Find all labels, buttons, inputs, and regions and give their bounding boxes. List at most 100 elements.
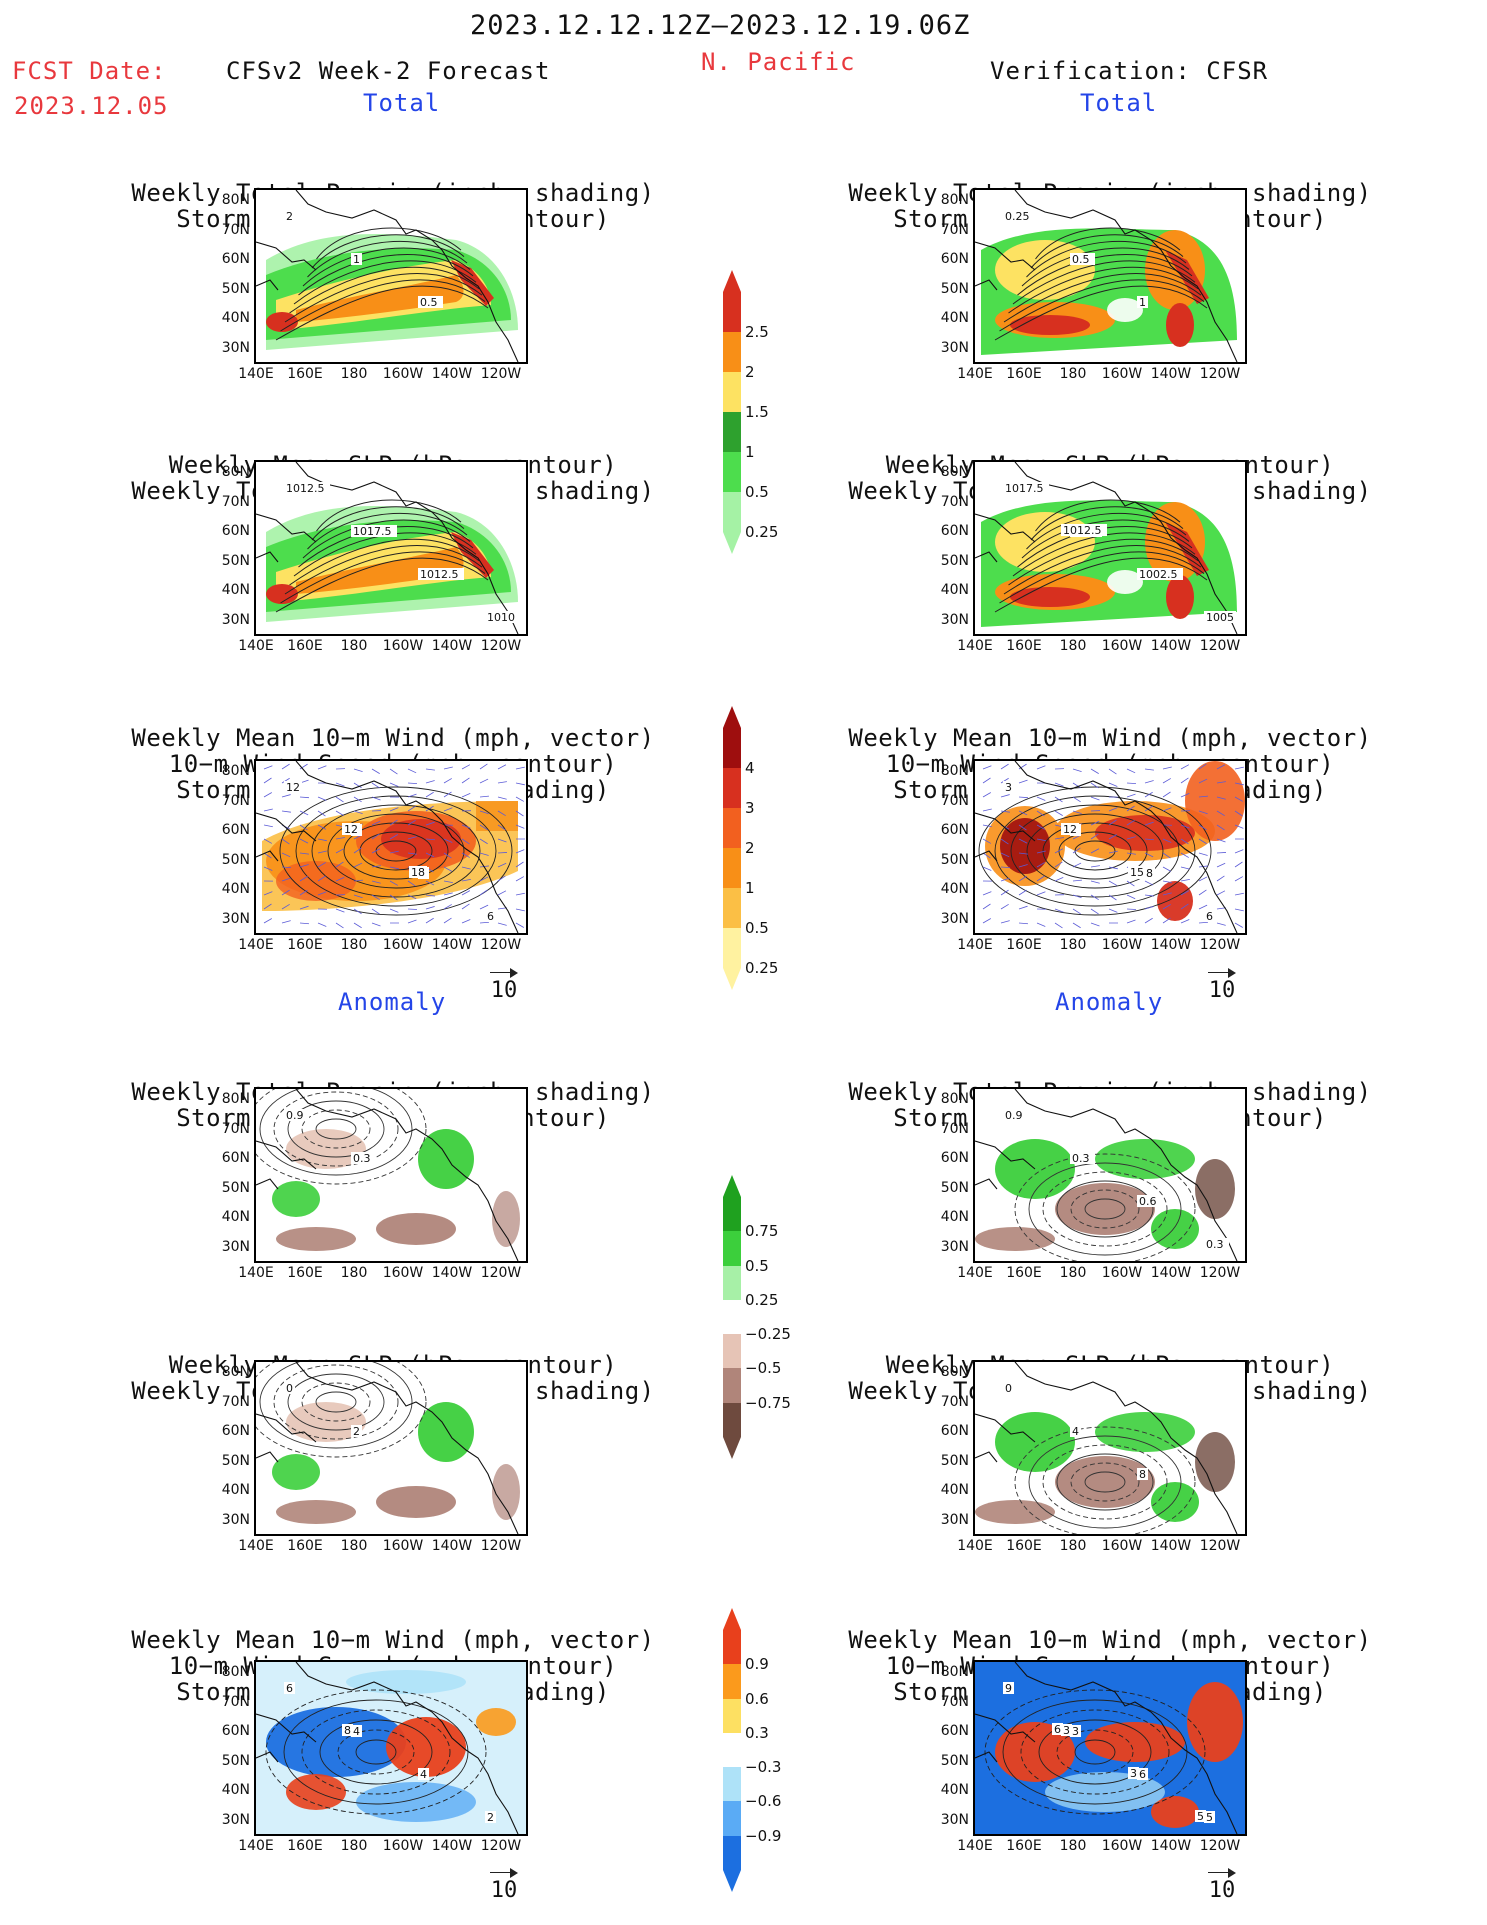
wind-vector xyxy=(389,850,399,854)
wind-vector xyxy=(1126,782,1137,785)
anomaly-contour xyxy=(1014,1153,1196,1261)
wind-vector xyxy=(1108,908,1118,913)
anomaly-contour xyxy=(319,1719,433,1785)
wind-vector xyxy=(515,861,524,868)
contour-label: 8 xyxy=(1137,1468,1148,1481)
lat-label: 70N xyxy=(221,1120,250,1137)
contour-label: 0 xyxy=(284,1382,295,1395)
wind-vector xyxy=(1180,777,1189,784)
wind-vector xyxy=(1234,876,1244,882)
anom-precip-brown xyxy=(376,1213,456,1245)
wind-vector xyxy=(1162,866,1172,872)
lon-label: 140W xyxy=(1150,366,1192,382)
precip-shade-red-west xyxy=(266,312,298,332)
colorbar-cap-bottom xyxy=(723,1437,741,1459)
colorbar-tick-label: −0.5 xyxy=(745,1359,782,1378)
lon-label: 160W xyxy=(1101,1265,1143,1281)
wind-vector xyxy=(1018,779,1028,784)
contour-line xyxy=(316,227,462,260)
contour-label-text: 4 xyxy=(353,1725,360,1738)
colorbar-segment xyxy=(723,1299,741,1335)
wind-vector xyxy=(1090,922,1100,927)
colorbar-tick-label: 2 xyxy=(745,363,755,381)
wind-vector xyxy=(281,866,292,869)
region-title: N. Pacific xyxy=(701,48,856,76)
wind-vector xyxy=(371,880,381,884)
lat-label: 60N xyxy=(221,523,250,539)
wind-vector xyxy=(1108,866,1118,870)
wind-vector xyxy=(1144,805,1153,812)
wind-vector xyxy=(1162,807,1172,812)
anom-precip-brown-west xyxy=(276,1227,356,1251)
lon-label: 120W xyxy=(1199,1265,1241,1281)
wind-vector xyxy=(461,852,470,858)
wind-vector xyxy=(1090,908,1099,915)
contour-label-text: 1 xyxy=(1139,296,1146,309)
wind-vector xyxy=(1216,862,1226,868)
colorbar-tick-label: 0.5 xyxy=(745,483,769,501)
lat-label: 50N xyxy=(221,1179,250,1196)
wind-vector xyxy=(407,880,416,887)
anomaly-contour xyxy=(265,1689,487,1815)
anomaly-contour xyxy=(256,1089,427,1185)
contour-line xyxy=(1026,240,1187,278)
wind-vector xyxy=(1108,850,1118,854)
wind-vector xyxy=(1234,849,1244,854)
colorbar-precip-anomaly: 0.75 0.5 0.25 −0.25 −0.5 −0.75 xyxy=(723,1175,793,1459)
wind-vector xyxy=(389,908,399,913)
wind-vector xyxy=(515,810,524,817)
colorbar-cap-bottom xyxy=(723,532,741,554)
wind-vector xyxy=(389,807,399,812)
anomaly-contour xyxy=(1084,1198,1126,1220)
wind-vector xyxy=(1000,877,1010,882)
wind-vector xyxy=(335,782,345,787)
colorbar-segment xyxy=(723,332,741,372)
contour-label-text: 1 xyxy=(353,253,360,266)
lat-label: 60N xyxy=(221,822,250,838)
contour-label-text: 1012.5 xyxy=(1063,524,1102,537)
contour-label: 6 xyxy=(485,910,496,923)
wind-vector xyxy=(1036,810,1045,817)
contour-label-text: 1005 xyxy=(1206,611,1234,624)
anom-track-orange-east xyxy=(476,1708,516,1736)
colorbar-tick-label: 0.9 xyxy=(745,1655,769,1674)
anomaly-contour xyxy=(1056,1453,1154,1511)
wind-vector xyxy=(1144,894,1154,897)
coastline xyxy=(295,1362,519,1534)
wind-vector xyxy=(497,824,506,831)
wind-vector xyxy=(1072,908,1081,915)
wind-vector xyxy=(263,808,273,812)
wind-vector xyxy=(1180,824,1190,829)
wind-vector xyxy=(1036,891,1046,896)
wind-vector xyxy=(299,852,309,855)
track-shade-red xyxy=(381,819,461,859)
wind-vector xyxy=(1054,848,1064,854)
colorbar-track-anomaly: 0.9 0.6 0.3 −0.3 −0.6 −0.9 xyxy=(723,1608,793,1892)
colorbar-tick-label: 1.5 xyxy=(745,403,769,421)
lon-label: 160W xyxy=(382,366,424,382)
anom-precip-brown-west xyxy=(975,1500,1055,1524)
wind-vector xyxy=(1216,890,1226,896)
anom-precip-dark-brown xyxy=(1195,1432,1235,1492)
coastline xyxy=(256,1413,317,1463)
lon-label: 180 xyxy=(1059,1265,1087,1281)
lat-label: 60N xyxy=(940,523,969,539)
contour-label-text: 6 xyxy=(1054,1723,1061,1736)
colorbar-segment xyxy=(723,452,741,492)
wind-vector xyxy=(335,861,344,868)
wind-vector xyxy=(461,879,471,882)
anomaly-contour xyxy=(273,1364,399,1440)
wind-vector xyxy=(389,782,399,787)
wind-vector xyxy=(461,866,471,870)
lon-label: 160E xyxy=(287,366,323,382)
track-shade-central-core xyxy=(1095,815,1195,851)
wind-vector xyxy=(1072,922,1081,929)
wind-vector xyxy=(281,877,291,882)
anomaly-contour xyxy=(315,1391,357,1413)
wind-vector xyxy=(497,810,506,817)
lon-label: 140W xyxy=(1150,1838,1192,1854)
wind-vector xyxy=(1000,889,1009,896)
wind-vector xyxy=(335,837,345,840)
wind-vector xyxy=(1036,765,1046,770)
wind-vector xyxy=(443,880,453,883)
